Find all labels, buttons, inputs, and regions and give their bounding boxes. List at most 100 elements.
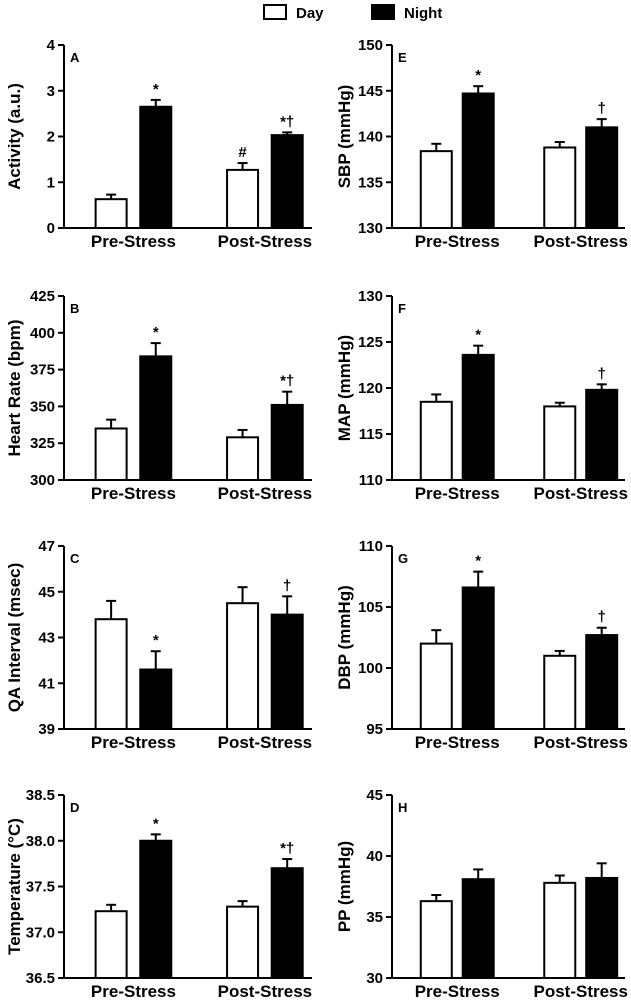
x-tick-label: Post-Stress [218,733,312,752]
significance-label: * [153,815,159,832]
y-axis-label: DBP (mmHg) [335,585,354,690]
y-axis-label: PP (mmHg) [335,841,354,932]
x-tick-label: Post-Stress [533,232,627,251]
panel-letter: H [398,800,407,815]
y-tick-label: 135 [358,174,383,191]
legend-day-swatch [263,4,287,20]
chart-panel-f: * Pre-Stress † Post-Stress 110 115 120 125 130 F M… [335,288,628,503]
y-tick-label: 350 [30,398,55,415]
bar-night-pre-stress [139,105,173,229]
y-tick-label: 4 [47,37,56,54]
x-tick-label: Pre-Stress [415,232,500,251]
chart-panel-h: Pre-Stress Post-Stress 30 35 40 45 H PP (mmHg) [335,787,628,1000]
y-tick-label: 0 [47,220,55,237]
y-axis-label: SBP (mmHg) [335,85,354,189]
y-tick-label: 36.5 [26,970,55,987]
significance-label: † [598,365,606,382]
y-tick-label: 150 [358,37,383,54]
bar-day-pre-stress [94,910,128,980]
y-tick-label: 1 [47,174,55,191]
y-tick-label: 125 [358,334,383,351]
significance-label: *† [280,113,294,130]
bar-day-post-stress [226,436,260,482]
y-tick-label: 95 [366,721,383,738]
panel-letter: D [70,800,79,815]
x-tick-label: Pre-Stress [415,484,500,503]
x-tick-label: Post-Stress [218,484,312,503]
y-tick-label: 35 [366,909,383,926]
y-axis-label: Activity (a.u.) [5,83,24,190]
bar-night-pre-stress [461,586,495,730]
bar-night-pre-stress [461,92,495,230]
y-tick-label: 120 [358,380,383,397]
bar-night-pre-stress [139,839,173,979]
x-tick-label: Pre-Stress [91,733,176,752]
legend-night-label: Night [404,5,442,22]
y-tick-label: 300 [30,472,55,489]
significance-label: * [153,632,159,649]
y-tick-label: 47 [38,538,55,555]
panel-letter: E [398,50,407,65]
panel-letter: A [70,50,80,65]
panel-letter: F [398,301,406,316]
x-tick-label: Post-Stress [533,733,627,752]
y-tick-label: 30 [366,970,383,987]
x-tick-label: Post-Stress [533,484,627,503]
bar-day-post-stress [543,405,577,481]
significance-label: † [598,609,606,626]
bar-night-post-stress [270,134,304,229]
y-tick-label: 110 [359,472,383,489]
bar-night-post-stress [585,634,619,730]
y-tick-label: 375 [30,362,55,379]
bar-night-post-stress [585,388,619,481]
bar-day-post-stress [226,602,260,730]
panel-letter: G [398,551,408,566]
x-tick-label: Pre-Stress [91,982,176,1000]
significance-label: *† [280,840,294,857]
x-tick-label: Pre-Stress [415,982,500,1000]
y-axis-label: MAP (mmHg) [335,335,354,441]
bar-day-pre-stress [94,427,128,482]
x-tick-label: Post-Stress [533,982,627,1000]
y-axis-label: QA Interval (msec) [5,563,24,713]
significance-label: * [475,553,481,570]
bar-day-pre-stress [419,150,453,229]
charts: *Pre-Stress#*†Post-Stress01234AActivity … [5,37,628,1000]
bar-night-pre-stress [461,878,495,979]
significance-label: † [598,100,606,117]
bar-day-post-stress [543,881,577,980]
bar-day-post-stress [543,146,577,229]
significance-label: * [475,327,481,344]
bar-night-post-stress [585,876,619,980]
chart-panel-g: * Pre-Stress † Post-Stress 95 100 105 110 G DBP (… [335,538,628,752]
chart-panel-d: * Pre-Stress *† Post-Stress 36.5 37.0 37.5 38.0… [5,787,312,1000]
bar-day-pre-stress [419,900,453,980]
y-tick-label: 40 [366,848,383,865]
y-tick-label: 39 [38,721,55,738]
y-tick-label: 100 [358,660,383,677]
y-tick-label: 130 [358,220,383,237]
x-tick-label: Pre-Stress [91,484,176,503]
y-tick-label: 45 [366,787,383,804]
legend: Day Night [263,4,442,22]
y-tick-label: 41 [38,675,55,692]
bar-day-post-stress [226,905,260,980]
y-tick-label: 140 [358,129,383,146]
significance-label: † [283,577,291,594]
chart-panel-a: * Pre-Stress # *† Post-Stress 0 1 2 3 4A Activity … [5,37,312,251]
bar-day-pre-stress [94,618,128,731]
y-tick-label: 130 [358,288,383,305]
bar-day-pre-stress [94,198,128,230]
y-tick-label: 105 [358,599,383,616]
chart-panel-c: * Pre-Stress † Post-Stress 39 41 43 45 47 C QA Int… [5,538,312,752]
bar-night-post-stress [270,613,304,730]
legend-day-label: Day [296,5,324,22]
y-tick-label: 37.0 [26,924,55,941]
y-tick-label: 43 [38,630,55,647]
y-tick-label: 38.5 [26,787,55,804]
chart-panel-e: * Pre-Stress † Post-Stress 130 135 140 145 150 E S… [335,37,628,251]
significance-label: *† [280,373,294,390]
significance-label: * [153,324,159,341]
x-tick-label: Pre-Stress [415,733,500,752]
